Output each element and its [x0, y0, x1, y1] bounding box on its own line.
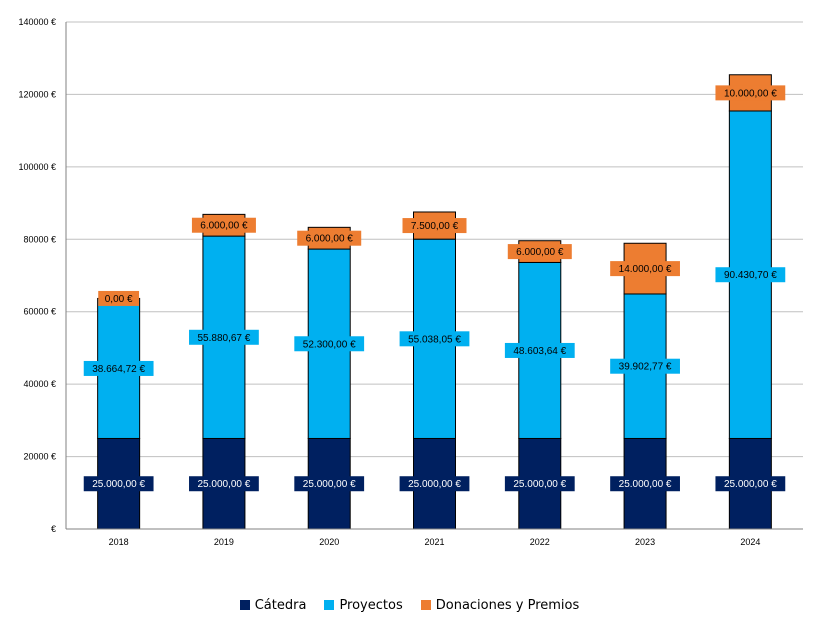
y-tick-label: 40000 € [23, 379, 56, 389]
data-label: 6.000,00 € [306, 234, 354, 245]
legend-item: Cátedra [239, 598, 307, 613]
data-label-bg [297, 230, 362, 246]
y-tick-label: 80000 € [23, 234, 56, 244]
y-axis: €20000 € 40000 € 60000 € 80000 € 100000 € 120… [18, 17, 67, 534]
x-tick-label: 2023 [635, 537, 655, 547]
data-label: 0,00 € [105, 294, 133, 305]
data-labels: 25.000,00 € 38.664,72 € 0,00 € 25.000,00 € 5… [83, 85, 786, 492]
bars [97, 74, 772, 530]
data-label-bg [610, 358, 680, 374]
y-tick-label: 120000 € [18, 89, 56, 99]
data-label: 25.000,00 € [619, 479, 672, 490]
data-label: 25.000,00 € [513, 479, 566, 490]
data-label: 6.000,00 € [200, 221, 248, 232]
data-label-bg [189, 329, 259, 345]
y-tick-label: 140000 € [18, 17, 56, 27]
legend-swatch [420, 600, 431, 610]
y-tick-label: € [51, 524, 56, 534]
data-label-bg [610, 476, 680, 492]
data-label-bg [191, 217, 256, 233]
data-label-bg [715, 476, 786, 492]
data-label: 48.603,64 € [513, 346, 566, 357]
legend-item: Proyectos [324, 598, 403, 613]
data-label-bg [294, 336, 365, 352]
data-label: 7.500,00 € [411, 221, 459, 232]
data-label-bg [402, 218, 467, 234]
data-label: 25.000,00 € [198, 479, 251, 490]
data-label: 38.664,72 € [92, 364, 145, 375]
y-tick-label: 60000 € [23, 307, 56, 317]
legend-swatch [324, 600, 335, 610]
data-label: 6.000,00 € [516, 247, 564, 258]
legend-label: Proyectos [339, 598, 403, 613]
legend: Cátedra Proyectos Donaciones y Premios [0, 598, 819, 613]
data-label-bg [610, 261, 680, 277]
data-label: 10.000,00 € [724, 88, 777, 99]
data-label-bg [507, 244, 572, 260]
data-label-bg [504, 476, 575, 492]
x-tick-label: 2018 [109, 537, 129, 547]
data-label: 25.000,00 € [408, 479, 461, 490]
data-label-bg [189, 476, 259, 492]
data-label: 39.902,77 € [619, 362, 672, 373]
data-label: 55.880,67 € [198, 333, 251, 344]
x-tick-label: 2021 [424, 537, 444, 547]
data-label: 25.000,00 € [303, 479, 356, 490]
data-label: 90.430,70 € [724, 270, 777, 281]
data-label-bg [83, 360, 154, 376]
data-label: 25.000,00 € [92, 479, 145, 490]
x-axis: 2018 2019 2020 2021 2022 2023 2024 [66, 528, 803, 547]
data-label: 55.038,05 € [408, 334, 461, 345]
data-label-bg [399, 331, 470, 347]
legend-label: Cátedra [254, 598, 307, 613]
data-label-bg [98, 290, 140, 306]
y-tick-label: 20000 € [23, 452, 56, 462]
legend-item: Donaciones y Premios [420, 598, 580, 613]
x-tick-label: 2019 [214, 537, 234, 547]
legend-label: Donaciones y Premios [435, 598, 580, 613]
x-tick-label: 2020 [319, 537, 339, 547]
legend-swatch [239, 600, 250, 610]
data-label-bg [83, 476, 154, 492]
data-label: 52.300,00 € [303, 339, 356, 350]
data-label-bg [294, 476, 365, 492]
data-label-bg [504, 342, 575, 358]
data-label: 25.000,00 € [724, 479, 777, 490]
x-tick-label: 2024 [740, 537, 760, 547]
chart: €20000 € 40000 € 60000 € 80000 € 100000 € 120… [18, 17, 803, 547]
data-label: 14.000,00 € [619, 264, 672, 275]
y-tick-label: 100000 € [18, 162, 56, 172]
data-label-bg [715, 85, 786, 101]
data-label-bg [715, 267, 786, 283]
data-label-bg [399, 476, 470, 492]
x-tick-label: 2022 [530, 537, 550, 547]
